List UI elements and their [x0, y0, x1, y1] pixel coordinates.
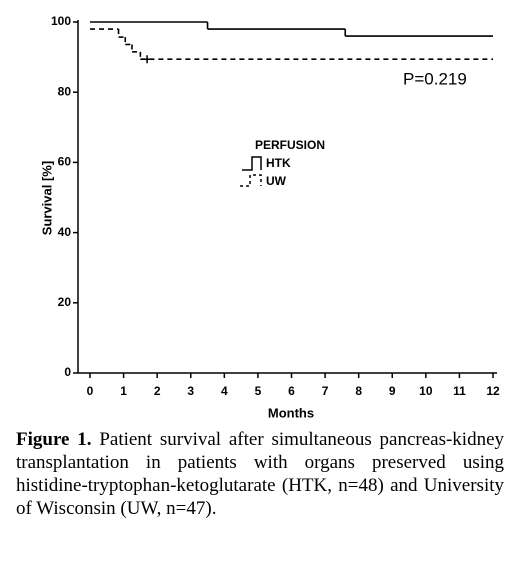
- caption-label: Figure 1.: [16, 429, 92, 450]
- caption: Figure 1. Patient survival after simulta…: [16, 428, 504, 520]
- y-tick-label: 60: [58, 155, 72, 169]
- x-tick-label: 10: [419, 384, 433, 398]
- x-tick-label: 2: [154, 384, 161, 398]
- legend-label: HTK: [266, 156, 291, 170]
- x-tick-label: 6: [288, 384, 295, 398]
- legend-symbol: [240, 174, 262, 187]
- caption-text: Patient survival after simultaneous panc…: [16, 429, 505, 519]
- legend-symbol: [242, 156, 262, 171]
- annotation: P=0.219: [403, 69, 467, 88]
- x-tick-label: 3: [187, 384, 194, 398]
- x-tick-label: 5: [255, 384, 262, 398]
- x-tick-label: 9: [389, 384, 396, 398]
- legend-label: UW: [266, 174, 287, 188]
- x-axis-label: Months: [268, 405, 314, 420]
- x-tick-label: 1: [120, 384, 127, 398]
- y-tick-label: 80: [58, 84, 72, 98]
- y-tick-label: 0: [64, 365, 71, 379]
- y-tick-label: 20: [58, 295, 72, 309]
- x-tick-label: 0: [87, 384, 94, 398]
- x-tick-label: 7: [322, 384, 329, 398]
- legend-title: PERFUSION: [255, 138, 325, 152]
- chart: Survival [%] Months P=0.219 PERFUSION HT…: [39, 14, 500, 420]
- censor-mark: [143, 55, 152, 64]
- y-tick-label: 40: [58, 225, 72, 239]
- y-tick-label: 100: [51, 14, 71, 28]
- x-tick-label: 11: [453, 384, 466, 398]
- x-tick-label: 12: [486, 384, 500, 398]
- x-tick-label: 4: [221, 384, 228, 398]
- x-tick-label: 8: [355, 384, 362, 398]
- y-axis-label: Survival [%]: [39, 161, 54, 235]
